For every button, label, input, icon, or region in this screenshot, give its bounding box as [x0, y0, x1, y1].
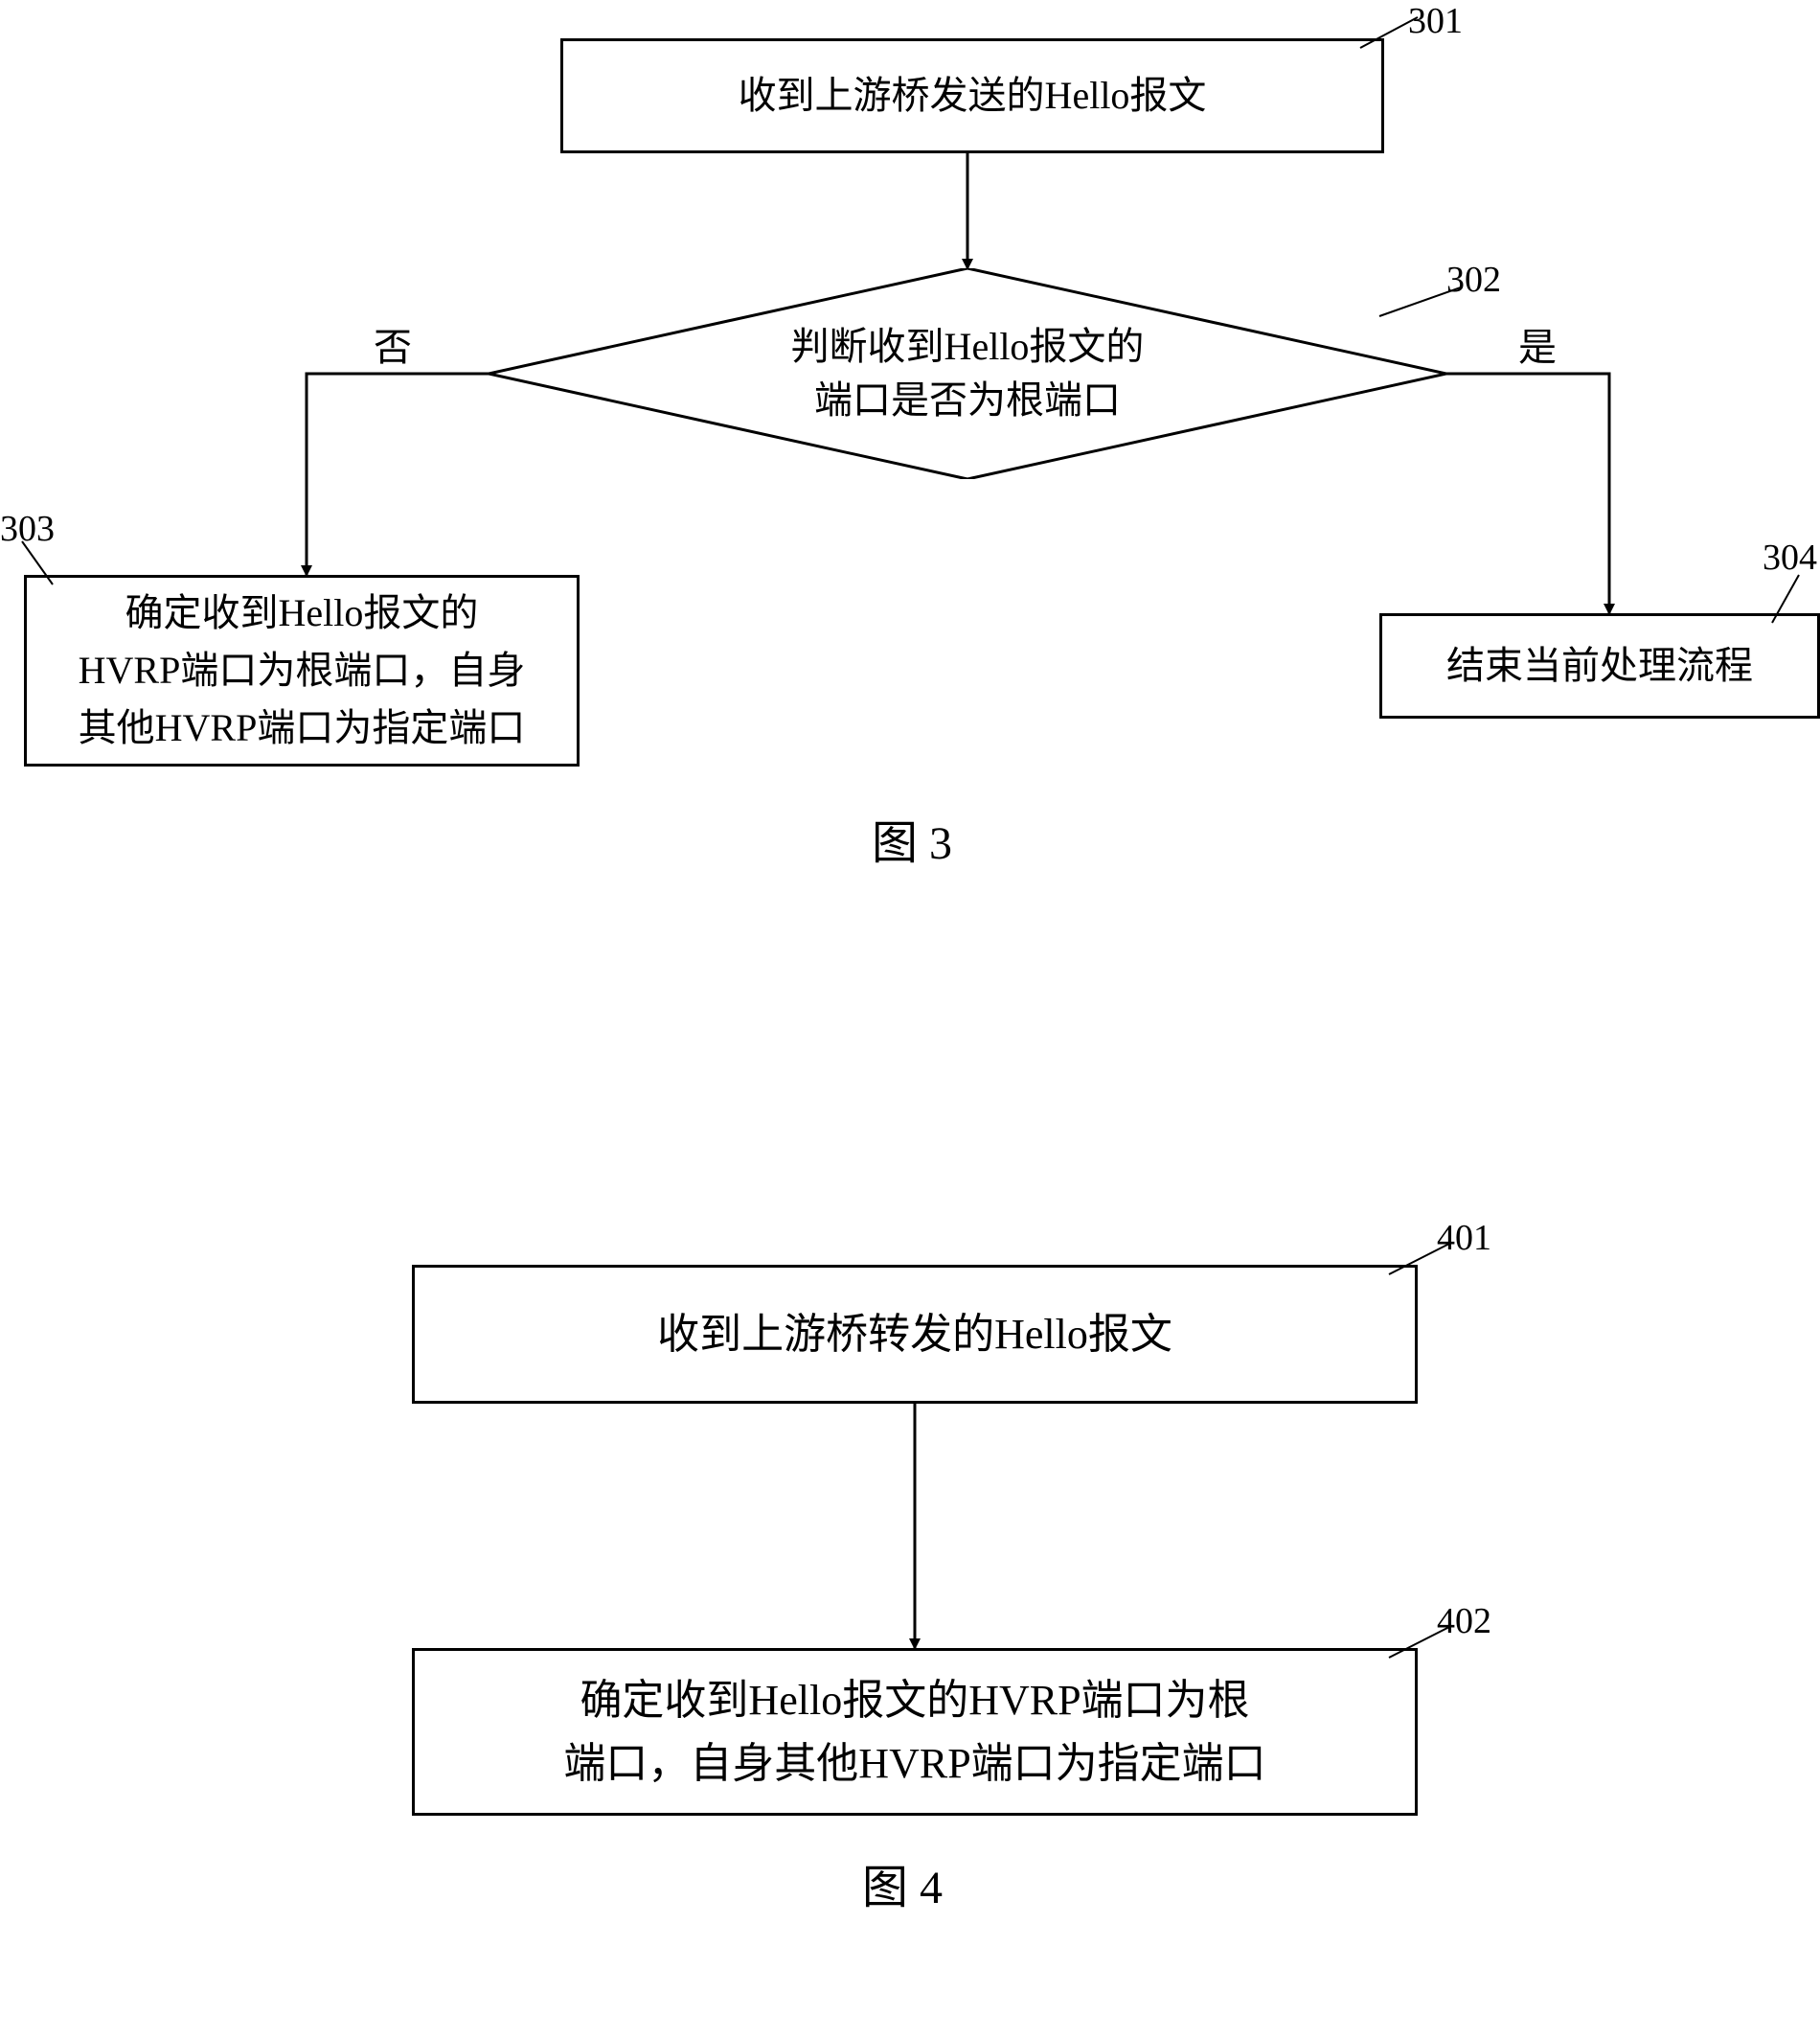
node-text: 收到上游桥发送的Hello报文	[739, 67, 1207, 125]
callout-402: 402	[1437, 1600, 1491, 1642]
canvas: 收到上游桥发送的Hello报文 301 判断收到Hello报文的 端口是否为根端…	[0, 0, 1820, 2038]
callout-304: 304	[1763, 537, 1817, 579]
node-text: 收到上游桥转发的Hello报文	[657, 1303, 1172, 1366]
callout-401: 401	[1437, 1217, 1491, 1259]
flow-node-304: 结束当前处理流程	[1379, 613, 1820, 719]
figure-caption-4: 图 4	[862, 1849, 943, 1916]
edge-label-yes: 是	[1518, 316, 1557, 372]
node-text: 判断收到Hello报文的 端口是否为根端口	[791, 320, 1145, 427]
flow-node-402: 确定收到Hello报文的HVRP端口为根 端口，自身其他HVRP端口为指定端口	[412, 1648, 1418, 1816]
flow-node-301: 收到上游桥发送的Hello报文	[560, 38, 1384, 153]
callout-302: 302	[1446, 259, 1501, 301]
flow-node-303: 确定收到Hello报文的 HVRP端口为根端口，自身 其他HVRP端口为指定端口	[24, 575, 580, 767]
flow-node-401: 收到上游桥转发的Hello报文	[412, 1265, 1418, 1404]
edge-label-no: 否	[374, 316, 412, 372]
node-text: 确定收到Hello报文的HVRP端口为根 端口，自身其他HVRP端口为指定端口	[563, 1669, 1265, 1796]
figure-caption-3: 图 3	[872, 805, 952, 872]
callout-301: 301	[1408, 0, 1463, 42]
callout-303: 303	[0, 508, 55, 550]
node-text: 结束当前处理流程	[1446, 637, 1753, 695]
flow-node-302: 判断收到Hello报文的 端口是否为根端口	[489, 268, 1446, 479]
node-text: 确定收到Hello报文的 HVRP端口为根端口，自身 其他HVRP端口为指定端口	[79, 584, 526, 757]
